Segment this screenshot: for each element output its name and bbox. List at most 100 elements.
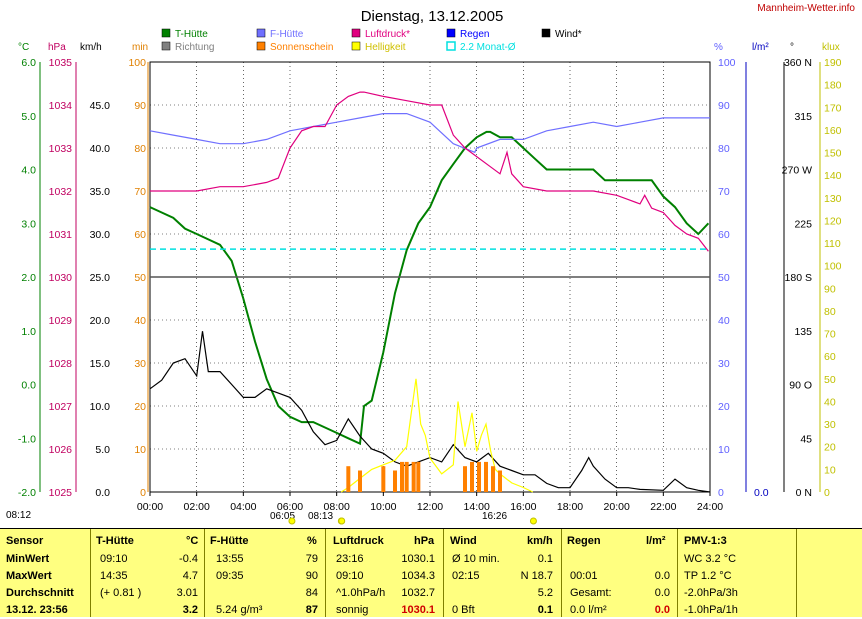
y-tick-kmh: 5.0: [95, 444, 110, 456]
y-tick-min: 80: [134, 143, 146, 155]
y-tick-deg: 225: [794, 218, 812, 230]
summary-cell-w-val: N 18.7: [520, 570, 553, 582]
y-tick-klux: 20: [824, 442, 836, 454]
y-tick-celsius: 4.0: [21, 165, 36, 177]
y-tick-hpa: 1027: [49, 401, 73, 413]
chart-title: Dienstag, 13.12.2005: [361, 8, 504, 25]
summary-cell-w-time: 0 Bft: [452, 604, 475, 616]
legend-label: T-Hütte: [175, 29, 208, 40]
sunshine-bar: [484, 461, 488, 492]
series-luftdruck-: [150, 91, 709, 252]
y-tick-klux: 160: [824, 125, 842, 137]
summary-cell-r-time: 0.0 l/m²: [570, 604, 607, 616]
axis-unit-celsius: °C: [18, 42, 29, 53]
y-tick-klux: 120: [824, 215, 842, 227]
header-regen: Regen: [567, 535, 601, 547]
summary-cell-w-val: 5.2: [537, 587, 553, 599]
sunshine-bar: [498, 470, 502, 492]
y-tick-celsius: 1.0: [21, 326, 36, 338]
y-tick-hpa: 1033: [49, 143, 73, 155]
y-tick-klux: 190: [824, 57, 842, 69]
legend-item: Regen: [446, 28, 489, 40]
y-tick-hpa: 1034: [49, 100, 73, 112]
legend-swatch: [351, 28, 361, 38]
y-tick-deg: 360 N: [784, 57, 812, 69]
legend-item: F-Hütte: [256, 28, 304, 40]
y-tick-deg: 270 W: [782, 165, 812, 177]
summary-cell-t-val: 4.7: [182, 570, 198, 582]
y-tick-pct: 20: [718, 401, 730, 413]
x-tick-label: 10:00: [370, 501, 396, 513]
summary-cell-p-val: 1032.7: [401, 587, 435, 599]
header-wind: Wind: [450, 535, 477, 547]
legend-label: F-Hütte: [270, 29, 304, 40]
sun-mark-label: 08:12: [6, 510, 31, 521]
header-w-unit: km/h: [527, 535, 553, 547]
site-name: Mannheim-Wetter.info: [757, 3, 855, 14]
legend-swatch: [256, 28, 266, 38]
y-tick-hpa: 1035: [49, 57, 73, 69]
y-tick-klux: 50: [824, 374, 836, 386]
y-tick-klux: 10: [824, 464, 836, 476]
summary-cell-r-time: Gesamt:: [570, 587, 612, 599]
y-tick-min: 60: [134, 229, 146, 241]
axis-unit-deg: °: [790, 42, 794, 53]
y-tick-min: 90: [134, 100, 146, 112]
header-t-huette: T-Hütte: [96, 535, 134, 547]
summary-cell-p-val: 1030.1: [401, 553, 435, 565]
header-luftdruck: Luftdruck: [333, 535, 384, 547]
axis-unit-min: min: [132, 42, 148, 53]
legend-item: 2.2 Monat-Ø: [446, 41, 516, 53]
series-t-h-tte: [149, 130, 710, 446]
legend-label: 2.2 Monat-Ø: [460, 42, 516, 53]
series-layer: [149, 91, 711, 493]
y-tick-deg: 45: [800, 433, 812, 445]
header-pmv: PMV-1:3: [684, 535, 727, 547]
summary-row: 13.12. 23:56 3.2 5.24 g/m³ 87 sonnig 1030.1 0 …: [0, 601, 862, 619]
legend-item: T-Hütte: [161, 28, 208, 40]
y-tick-klux: 30: [824, 419, 836, 431]
sunshine-bar: [381, 466, 386, 492]
summary-cell-f-time: 09:35: [216, 570, 244, 582]
axis-labels: °C hPa km/h min% l/m² ° klux 6.0 5.0 4.0 3.0 2.0 1.0…: [18, 42, 842, 499]
sun-mark-dot: [288, 517, 296, 525]
legend-item: Luftdruck*: [351, 28, 410, 40]
sunshine-bar: [400, 461, 404, 492]
sunshine-bar: [346, 466, 351, 492]
x-tick-label: 04:00: [230, 501, 256, 513]
summary-cell-label: MaxWert: [6, 570, 52, 582]
y-tick-celsius: -1.0: [18, 433, 36, 445]
y-tick-hpa: 1029: [49, 315, 73, 327]
y-tick-klux: 180: [824, 80, 842, 92]
summary-cell-r-val: 0.0: [654, 570, 670, 582]
sun-marks: 08:12 06:05 08:13 16:26: [6, 510, 537, 525]
sun-mark-label: 08:13: [308, 511, 333, 522]
legend-label: Richtung: [175, 42, 214, 53]
legend-item: Helligkeit: [351, 41, 406, 53]
sunshine-bar: [393, 470, 397, 492]
x-tick-label: 16:00: [510, 501, 536, 513]
sunshine-bar: [491, 466, 495, 492]
y-tick-pct: 30: [718, 358, 730, 370]
summary-cell-p-time: ^1.0hPa/h: [336, 587, 386, 599]
y-tick-klux: 170: [824, 102, 842, 114]
y-tick-min: 100: [128, 57, 146, 69]
y-tick-klux: 0: [824, 487, 830, 499]
summary-cell-p-time: 23:16: [336, 553, 364, 565]
x-tick-label: 18:00: [557, 501, 583, 513]
y-tick-pct: 50: [718, 272, 730, 284]
y-tick-kmh: 10.0: [90, 401, 111, 413]
y-tick-lm2: 0.0: [754, 487, 769, 499]
legend-item: Wind*: [541, 28, 582, 40]
axis-unit-lm2: l/m²: [752, 42, 769, 53]
summary-cell-f-val: 79: [305, 553, 318, 565]
y-tick-kmh: 30.0: [90, 229, 111, 241]
y-tick-min: 10: [134, 444, 146, 456]
summary-cell-r-time: 00:01: [570, 570, 598, 582]
y-tick-deg: 0 N: [796, 487, 812, 499]
legend-label: Luftdruck*: [365, 29, 410, 40]
y-tick-celsius: 0.0: [21, 380, 36, 392]
y-tick-hpa: 1031: [49, 229, 73, 241]
summary-cell-f-time: 13:55: [216, 553, 244, 565]
y-tick-pct: 10: [718, 444, 730, 456]
